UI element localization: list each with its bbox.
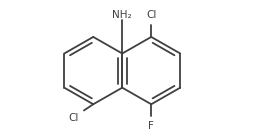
Text: Cl: Cl	[68, 113, 79, 123]
Text: Cl: Cl	[146, 10, 156, 20]
Text: NH₂: NH₂	[112, 10, 132, 20]
Text: F: F	[148, 121, 154, 131]
